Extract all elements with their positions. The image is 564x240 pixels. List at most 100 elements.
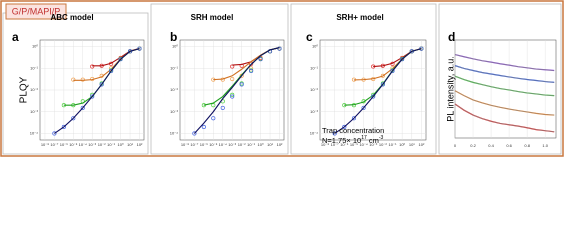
x-tick-label: 10⁻⁸ — [41, 142, 50, 147]
x-tick-label: 10⁰ — [118, 142, 124, 147]
data-point — [109, 68, 114, 74]
data-point — [371, 94, 376, 99]
y-tick-label: 10⁻² — [30, 87, 39, 92]
data-point — [201, 124, 206, 129]
y-tick-label: 10⁻³ — [30, 109, 39, 114]
data-point — [80, 105, 85, 110]
x-tick-label: 10⁰ — [258, 142, 264, 147]
x-tick-label: 10⁻² — [379, 142, 388, 147]
data-point — [258, 57, 263, 62]
x-tick-label: 10⁻¹ — [247, 142, 256, 147]
y-axis-label: PLQY — [19, 76, 30, 103]
y-tick-label: 10⁻¹ — [310, 65, 319, 70]
panel-title: SRH model — [191, 13, 234, 22]
panel-letter: d — [448, 30, 455, 44]
data-point — [380, 82, 385, 87]
sample-tag-box — [5, 3, 67, 20]
fit-line — [193, 47, 280, 134]
data-point — [61, 124, 66, 129]
x-tick-label: 0.4 — [488, 143, 494, 148]
data-point — [249, 66, 254, 71]
data-point — [249, 68, 254, 74]
y-tick-label: 10⁻¹ — [170, 65, 179, 70]
panel-letter: a — [12, 30, 19, 44]
x-tick-label: 10⁻⁸ — [321, 142, 330, 147]
x-tick-label: 0.6 — [506, 143, 512, 148]
x-tick-label: 10⁻³ — [228, 142, 237, 147]
y-tick-label: 10⁰ — [312, 44, 318, 49]
x-tick-label: 10⁻³ — [88, 142, 97, 147]
data-point — [71, 77, 76, 82]
fit-line — [334, 48, 422, 134]
x-tick-label: 10⁻⁶ — [200, 142, 209, 147]
data-point — [211, 116, 216, 121]
x-tick-label: 10⁻⁷ — [190, 142, 199, 147]
x-tick-label: 10⁻⁷ — [331, 142, 340, 147]
data-point — [400, 57, 405, 62]
x-tick-label: 10⁻³ — [369, 142, 378, 147]
y-tick-label: 10⁻³ — [310, 109, 319, 114]
y-tick-label: 10⁻⁴ — [170, 131, 179, 136]
data-point — [390, 68, 395, 74]
x-tick-label: 10⁻⁵ — [350, 142, 359, 147]
data-point — [351, 116, 356, 121]
data-point — [332, 131, 337, 136]
data-point — [361, 105, 366, 110]
x-tick-label: 10² — [419, 142, 425, 147]
x-tick-label: 10⁻⁵ — [69, 142, 78, 147]
x-tick-label: 0 — [454, 143, 457, 148]
x-tick-label: 10⁻⁴ — [79, 142, 88, 147]
data-point — [99, 82, 104, 87]
x-tick-label: 10⁻¹ — [107, 142, 116, 147]
y-tick-label: 10⁻⁴ — [310, 131, 319, 136]
x-tick-label: 10⁻⁵ — [209, 142, 218, 147]
fit-line — [454, 75, 555, 96]
x-tick-label: 10⁻⁴ — [219, 142, 228, 147]
data-point — [220, 105, 225, 110]
panel-box — [290, 3, 437, 155]
x-tick-label: 10¹ — [127, 142, 133, 147]
data-point — [52, 131, 57, 136]
y-axis-label: PL intensity, a.u. — [445, 56, 455, 122]
data-point — [71, 116, 76, 121]
x-tick-label: 10² — [277, 142, 283, 147]
fit-line — [454, 65, 555, 83]
y-tick-label: 10⁻¹ — [30, 65, 39, 70]
y-tick-label: 10⁻³ — [170, 109, 179, 114]
data-point — [277, 46, 282, 51]
y-tick-label: 10⁻² — [170, 87, 179, 92]
x-tick-label: 10⁻⁶ — [340, 142, 349, 147]
data-point — [90, 94, 95, 99]
x-tick-label: 10⁻⁸ — [181, 142, 190, 147]
x-tick-label: 10⁻⁷ — [50, 142, 59, 147]
y-tick-label: 10⁻⁴ — [30, 131, 39, 136]
panel-letter: b — [170, 30, 177, 44]
y-tick-label: 10⁰ — [32, 44, 38, 49]
fit-line — [454, 54, 555, 71]
data-point — [239, 82, 244, 87]
annotation: N=1.75× 1017 cm-3 — [322, 135, 384, 145]
y-tick-label: 10⁰ — [172, 44, 178, 49]
panel-box — [2, 12, 149, 155]
x-tick-label: 10⁻¹ — [389, 142, 398, 147]
annotation: Trap concentration — [322, 126, 384, 135]
data-point — [342, 124, 347, 129]
panel-letter: c — [306, 30, 313, 44]
fit-line — [454, 103, 555, 133]
data-point — [230, 76, 235, 82]
panel-box — [150, 3, 289, 155]
x-tick-label: 1.0 — [542, 143, 548, 148]
data-point — [380, 73, 385, 78]
y-tick-label: 10⁻² — [310, 87, 319, 92]
x-tick-label: 10⁰ — [399, 142, 405, 147]
annotation-part: cm — [367, 136, 379, 145]
annotation-part: -3 — [379, 135, 384, 141]
x-tick-label: 0.2 — [470, 143, 476, 148]
panel-box — [438, 3, 562, 155]
data-point — [230, 92, 235, 97]
x-tick-label: 10⁻⁶ — [60, 142, 69, 147]
data-point — [192, 131, 197, 136]
panel-title: SRH+ model — [336, 13, 383, 22]
x-tick-label: 10⁻² — [98, 142, 107, 147]
